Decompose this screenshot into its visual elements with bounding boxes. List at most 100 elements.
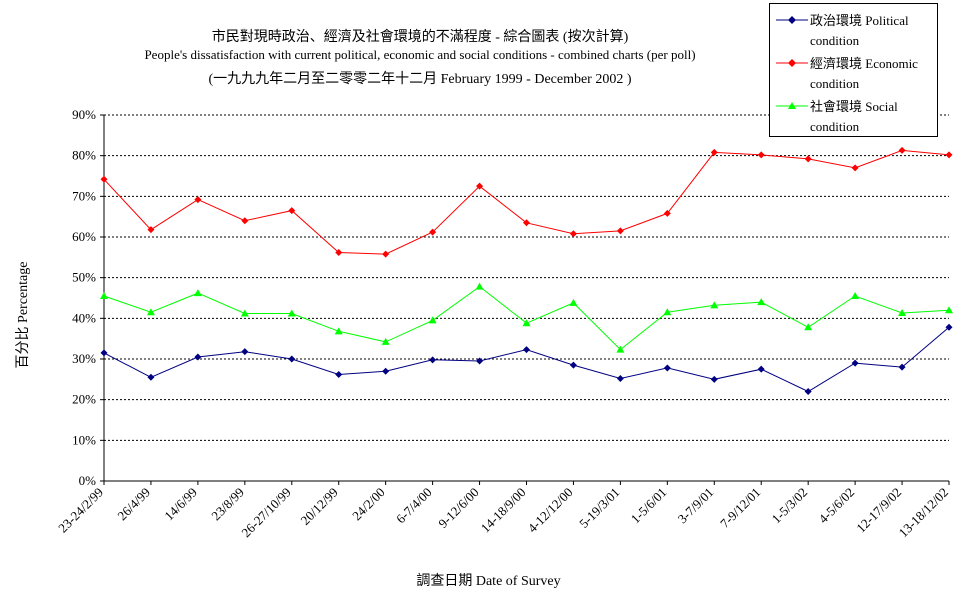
x-tick-label: 14-18/9/00: [478, 485, 529, 536]
x-tick-label: 26/4/99: [114, 485, 153, 524]
x-tick-label: 4-5/6/02: [815, 485, 857, 527]
data-point: [240, 309, 249, 317]
y-tick-label: 20%: [72, 392, 96, 407]
x-tick-label: 9-12/6/00: [435, 485, 481, 531]
data-point: [476, 357, 484, 365]
data-point: [569, 230, 577, 238]
data-point: [382, 250, 390, 258]
data-point: [194, 196, 202, 204]
data-point: [616, 227, 624, 235]
y-tick-label: 30%: [72, 351, 96, 366]
data-point: [147, 373, 155, 381]
legend-economic-swatch: [776, 59, 808, 67]
series-line: [103, 326, 950, 393]
data-point: [288, 207, 296, 215]
x-tick-label: 14/6/99: [161, 485, 200, 524]
data-point: [757, 365, 765, 373]
x-tick-label: 3-7/9/01: [675, 485, 717, 527]
data-point: [194, 353, 202, 361]
data-point: [287, 309, 296, 317]
data-point: [429, 356, 437, 364]
legend-economic-label: 經濟環境 Economic condition: [810, 56, 918, 91]
data-point: [335, 370, 343, 378]
data-point: [288, 355, 296, 363]
data-point: [475, 282, 484, 290]
x-tick-label: 23/8/99: [208, 485, 247, 524]
x-axis-title: 調查日期 Date of Survey: [416, 574, 561, 589]
legend: 政治環境 Political condition 經濟環境 Economic c…: [769, 3, 938, 137]
y-tick-label: 90%: [72, 107, 96, 122]
legend-item-economic: 經濟環境 Economic condition: [770, 47, 939, 91]
x-tick-label: 26-27/10/99: [238, 485, 294, 541]
data-point: [616, 375, 624, 383]
data-point: [382, 367, 390, 375]
x-tick-label: 5-19/3/01: [576, 485, 622, 531]
legend-social-label: 社會環境 Social condition: [810, 99, 898, 134]
data-point: [945, 323, 953, 331]
data-point: [193, 289, 202, 297]
data-point: [710, 375, 718, 383]
data-point: [569, 361, 577, 369]
legend-political-label: 政治環境 Political condition: [810, 13, 909, 48]
data-point: [100, 349, 108, 357]
series-line: [103, 285, 950, 351]
legend-item-social: 社會環境 Social condition: [770, 90, 939, 134]
legend-political-swatch: [776, 16, 808, 24]
data-point: [945, 151, 953, 159]
data-point: [335, 248, 343, 256]
x-tick-label: 23-24/2/99: [55, 485, 106, 536]
data-point: [334, 327, 343, 335]
data-point: [147, 226, 155, 234]
data-point: [100, 291, 108, 299]
legend-social-swatch: [776, 102, 808, 109]
y-tick-label: 50%: [72, 270, 96, 285]
data-point: [663, 308, 672, 316]
chart-title: 市民對現時政治、經濟及社會環境的不滿程度 - 綜合圖表 (按次計算): [211, 30, 629, 45]
gridlines: [104, 114, 949, 441]
data-point: [804, 323, 813, 331]
data-point: [523, 346, 530, 354]
data-point: [522, 319, 531, 327]
legend-item-political: 政治環境 Political condition: [770, 4, 939, 48]
data-point: [851, 164, 859, 172]
data-point: [804, 155, 812, 163]
data-point: [663, 209, 671, 217]
data-point: [100, 175, 108, 183]
data-point: [898, 363, 906, 371]
chart-date-range: (一九九九年二月至二零零二年十二月 February 1999 - Decemb…: [208, 72, 632, 87]
x-tick-label: 13-18/12/02: [896, 485, 952, 541]
data-point: [428, 316, 437, 324]
series-line: [103, 149, 950, 255]
data-point: [898, 146, 906, 154]
series-0: [100, 323, 953, 396]
y-tick-label: 80%: [72, 148, 96, 163]
data-point: [710, 301, 719, 309]
axes: 0%10%20%30%40%50%60%70%80%90%23-24/2/99 2…: [55, 107, 951, 540]
data-point: [945, 306, 953, 314]
x-tick-label: 4-12/12/00: [525, 485, 576, 536]
y-axis-title: 百分比 Percentage: [16, 261, 31, 369]
data-point: [898, 309, 907, 317]
data-point: [569, 298, 578, 306]
x-tick-label: 1-5/3/02: [769, 485, 811, 527]
x-tick-label: 24/2/00: [349, 485, 388, 524]
data-point: [381, 337, 390, 345]
series-lines: [100, 146, 953, 396]
data-point: [429, 228, 437, 236]
x-tick-label: 1-5/6/01: [628, 485, 670, 527]
series-2: [100, 282, 953, 353]
data-point: [476, 182, 484, 190]
data-point: [851, 359, 859, 367]
x-tick-label: 7-9/12/01: [717, 485, 763, 531]
x-tick-label: 20/12/99: [298, 485, 341, 528]
y-tick-label: 70%: [72, 188, 96, 203]
data-point: [616, 345, 625, 353]
y-tick-label: 10%: [72, 432, 96, 447]
data-point: [663, 364, 671, 372]
data-point: [757, 151, 765, 159]
data-point: [146, 308, 155, 316]
data-point: [804, 388, 812, 396]
x-tick-label: 6-7/4/00: [393, 485, 435, 527]
data-point: [523, 219, 530, 227]
